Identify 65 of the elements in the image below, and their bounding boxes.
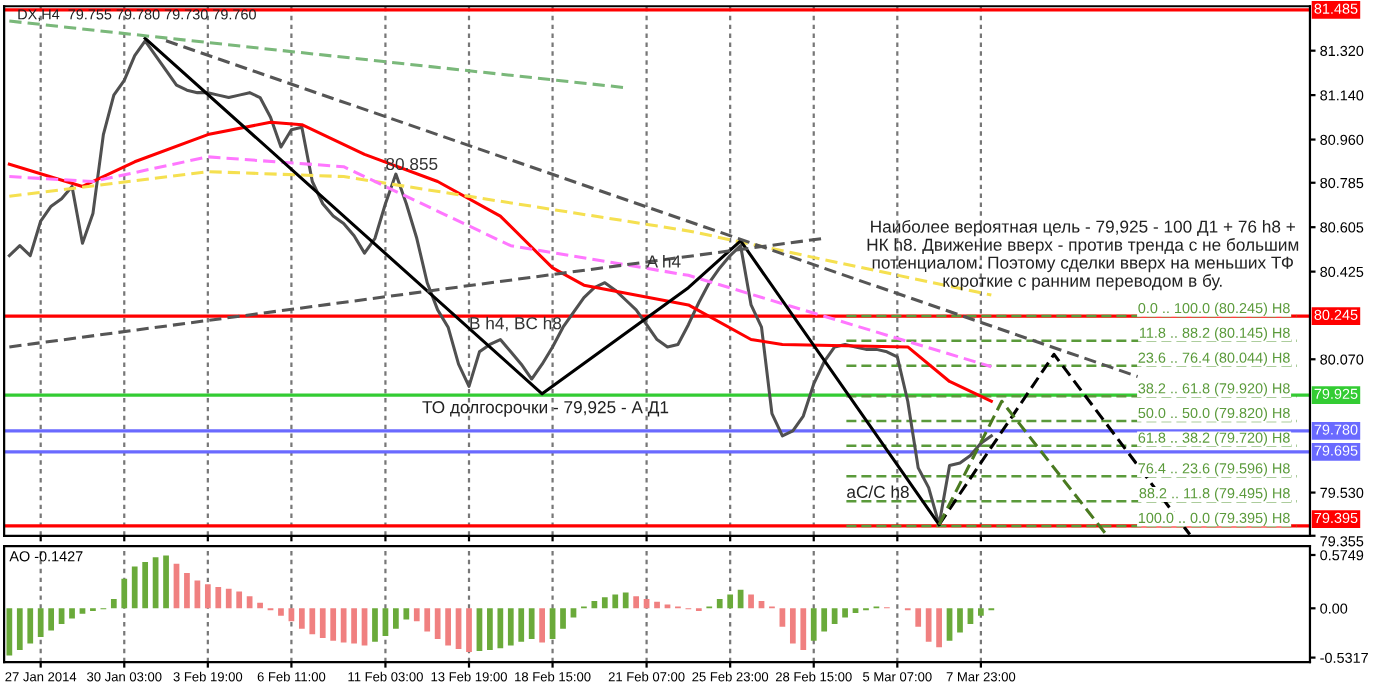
annotation: B h4, BC h8: [470, 316, 562, 332]
bar: [37, 608, 44, 638]
bar: [612, 594, 619, 609]
bar: [278, 608, 284, 616]
bar: [413, 608, 420, 622]
bar: [622, 592, 629, 609]
bar: [560, 608, 566, 629]
bar: [16, 608, 23, 651]
bar: [810, 608, 817, 641]
bar: [487, 608, 493, 651]
bar: [727, 594, 734, 609]
bar: [915, 608, 922, 627]
bar: [633, 596, 640, 609]
bar: [748, 594, 754, 609]
bar: [978, 608, 984, 616]
bar: [236, 591, 243, 609]
bar: [204, 584, 211, 609]
bar: [539, 608, 545, 643]
bar: [215, 586, 222, 609]
bar: [6, 608, 13, 656]
bar: [48, 608, 55, 631]
bar: [925, 608, 932, 642]
bar: [497, 608, 504, 649]
bar: [434, 608, 441, 639]
bar: [184, 573, 190, 609]
bar: [225, 588, 232, 609]
bar: [528, 608, 535, 639]
bar: [716, 599, 723, 609]
bar: [518, 608, 525, 642]
bar: [257, 602, 263, 609]
bar: [372, 608, 378, 642]
bar: [789, 608, 796, 644]
bar: [831, 608, 838, 625]
bar: [466, 608, 472, 652]
annotation: ТО долгосрочки - 79,925 - А Д1: [422, 401, 669, 417]
annotation: aC/C h8: [847, 485, 909, 499]
bar: [131, 566, 138, 609]
bar: [319, 608, 326, 638]
annotation: Наиболее вероятная цель - 79,925 - 100 Д1 + 76 h8 + НК h8. Движение вверх - против тренда с не большим потенциалом. Поэтому сделки вверх на меньших ТФ короткие с ранним переводом в бу.: [867, 219, 1299, 291]
bar: [69, 608, 75, 619]
bar: [654, 601, 660, 609]
bar: [27, 608, 34, 644]
bar: [163, 555, 169, 609]
bar: [142, 561, 149, 609]
bar: [424, 608, 431, 632]
bar: [340, 608, 347, 643]
bar: [79, 608, 86, 614]
bar: [445, 608, 451, 646]
bar: [601, 597, 608, 609]
bar: [570, 608, 577, 618]
bar: [957, 608, 963, 633]
bar: [298, 608, 305, 629]
bar: [591, 600, 598, 609]
bar: [842, 608, 848, 618]
bar: [309, 608, 316, 635]
bar: [936, 608, 942, 648]
bar: [330, 608, 337, 641]
bar: [403, 608, 410, 620]
bar: [393, 608, 399, 629]
bar: [507, 608, 514, 646]
bar: [800, 608, 807, 651]
bar: [110, 599, 117, 609]
bar: [121, 578, 128, 609]
bar: [821, 608, 828, 632]
bar: [351, 608, 357, 644]
